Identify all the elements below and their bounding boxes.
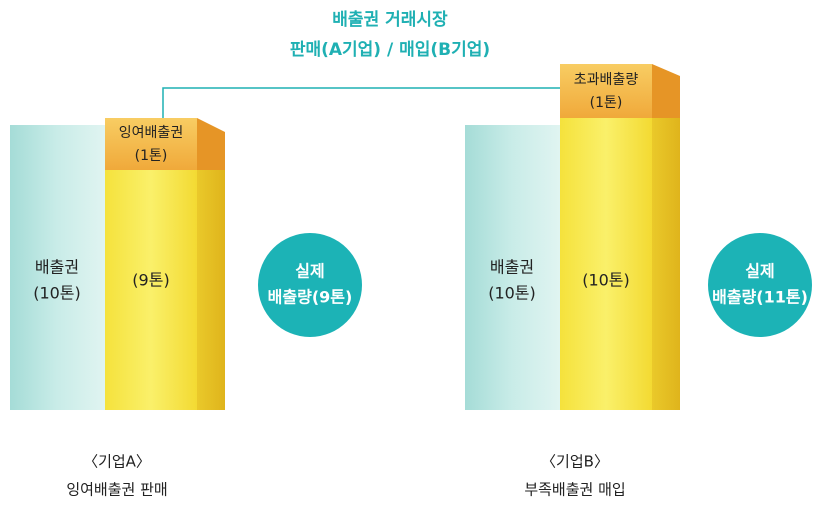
excess-side — [652, 64, 680, 118]
circle-label: 실제 — [295, 262, 324, 281]
allowance-block — [465, 125, 560, 410]
caption: 부족배출권 매입 — [524, 481, 625, 499]
actual-circle — [258, 233, 362, 337]
surplus-block — [105, 118, 197, 170]
block-label: (1톤) — [590, 95, 623, 111]
block-label: (10톤) — [582, 271, 630, 290]
surplus-side — [197, 118, 225, 170]
block-label: (9톤) — [132, 271, 169, 290]
block-label: 배출권 — [35, 258, 79, 277]
block-label: 초과배출량 — [574, 72, 639, 88]
block-label: (10톤) — [488, 284, 536, 303]
caption: 〈기업A〉 — [83, 453, 151, 471]
caption: 잉여배출권 판매 — [66, 481, 167, 499]
actual-block — [560, 118, 652, 410]
title-line: 판매(A기업) / 매입(B기업) — [290, 40, 490, 60]
block-label: (10톤) — [33, 284, 81, 303]
circle-label: 실제 — [745, 262, 774, 281]
connector — [162, 87, 565, 118]
allowance-block — [10, 125, 105, 410]
circle-label: 배출량(11톤) — [712, 288, 808, 307]
actual-side — [197, 170, 225, 410]
actual-circle — [708, 233, 812, 337]
actual-side — [652, 118, 680, 410]
block-label: 잉여배출권 — [119, 125, 183, 141]
company-a: 배출권 (10톤) 잉여배출권 (1톤) (9톤) 실제 배출량(9톤) 〈기업… — [10, 118, 362, 499]
company-b: 배출권 (10톤) 초과배출량 (1톤) (10톤) 실제 배출량(11톤) 〈… — [465, 64, 812, 499]
actual-block — [105, 170, 197, 410]
circle-label: 배출량(9톤) — [268, 288, 353, 307]
title-line: 배출권 거래시장 — [332, 10, 448, 30]
excess-block — [560, 64, 652, 118]
block-label: 배출권 — [490, 258, 534, 277]
caption: 〈기업B〉 — [541, 453, 609, 471]
block-label: (1톤) — [135, 148, 168, 164]
